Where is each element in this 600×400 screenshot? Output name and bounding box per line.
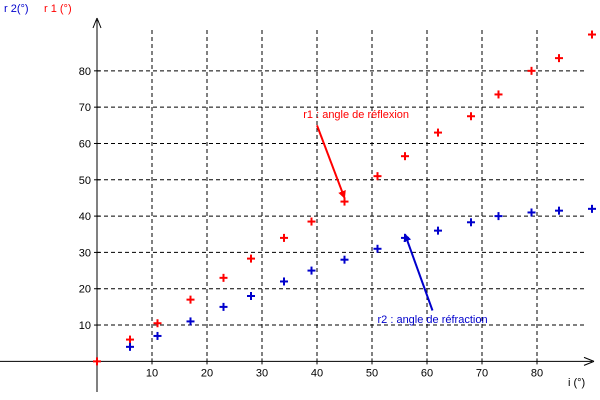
y-tick-label: 60 <box>79 138 91 150</box>
data-point-r1 <box>555 54 563 63</box>
x-tick-label: 20 <box>201 367 213 379</box>
x-tick-label: 80 <box>531 367 543 379</box>
data-point-r2 <box>494 212 503 221</box>
y-tick-label: 10 <box>79 320 91 332</box>
x-tick-label: 30 <box>256 367 268 379</box>
axis-titles: i (°) r 2(°) r 1 (°) <box>4 3 585 389</box>
y-tick-label: 30 <box>79 247 91 259</box>
data-point-r1 <box>588 30 596 39</box>
annotations: r1 : angle de réflexion r2 : angle de réf… <box>303 109 487 326</box>
x-tick-label: 60 <box>421 367 433 379</box>
y-tick-label: 40 <box>79 211 91 223</box>
data-point-r2 <box>555 206 563 215</box>
annotation-arrow <box>316 124 346 199</box>
x-tick-label: 10 <box>146 367 158 379</box>
data-point-r1 <box>153 319 162 328</box>
data-point-r1 <box>307 217 316 226</box>
x-axis-title: i (°) <box>568 377 585 389</box>
data-point-r2 <box>247 292 255 300</box>
data-point-r2 <box>219 302 228 311</box>
y-tick-label: 50 <box>79 175 91 187</box>
data-point-r1 <box>219 273 228 282</box>
x-tick-label: 40 <box>311 367 323 379</box>
y-tick-label: 80 <box>79 66 91 78</box>
data-point-r1 <box>93 357 101 366</box>
data-point-r2 <box>527 208 536 217</box>
data-point-r2 <box>307 266 316 275</box>
data-point-r2 <box>373 244 382 253</box>
y-axis-title-r1: r 1 (°) <box>44 3 72 15</box>
data-point-r2 <box>467 218 475 227</box>
annotation-label: r1 : angle de réflexion <box>303 109 409 121</box>
data-point-r1 <box>247 254 255 263</box>
annotation-label: r2 : angle de réfraction <box>378 314 488 326</box>
data-point-r1 <box>340 197 349 206</box>
data-point-r2 <box>588 204 596 213</box>
data-point-r2 <box>434 226 442 235</box>
data-point-r1 <box>401 152 409 161</box>
data-point-r1 <box>434 128 442 137</box>
x-tick-label: 50 <box>366 367 378 379</box>
x-tick-label: 70 <box>476 367 488 379</box>
data-point-r2 <box>340 255 349 264</box>
y-tick-label: 20 <box>79 284 91 296</box>
data-point-r1 <box>373 172 382 181</box>
data-point-r1 <box>527 66 536 75</box>
data-point-r2 <box>401 233 409 242</box>
data-point-r2 <box>280 277 288 286</box>
data-point-r2 <box>126 342 134 351</box>
data-points <box>93 30 596 366</box>
x-axis-arrow <box>583 356 595 366</box>
y-axis-title-r2: r 2(°) <box>4 3 29 15</box>
grid <box>97 30 584 362</box>
y-axis-arrow <box>92 17 102 29</box>
data-point-r1 <box>280 233 288 242</box>
data-point-r1 <box>126 335 134 344</box>
data-point-r2 <box>186 317 195 326</box>
y-tick-label: 70 <box>79 102 91 114</box>
annotation-arrow <box>403 233 434 311</box>
data-point-r1 <box>467 112 475 121</box>
data-point-r1 <box>186 295 195 304</box>
tick-labels: 10 20 30 40 50 60 70 80 10 20 30 40 50 60 70 80 <box>79 66 543 380</box>
data-point-r2 <box>153 331 162 340</box>
data-point-r1 <box>494 90 503 99</box>
